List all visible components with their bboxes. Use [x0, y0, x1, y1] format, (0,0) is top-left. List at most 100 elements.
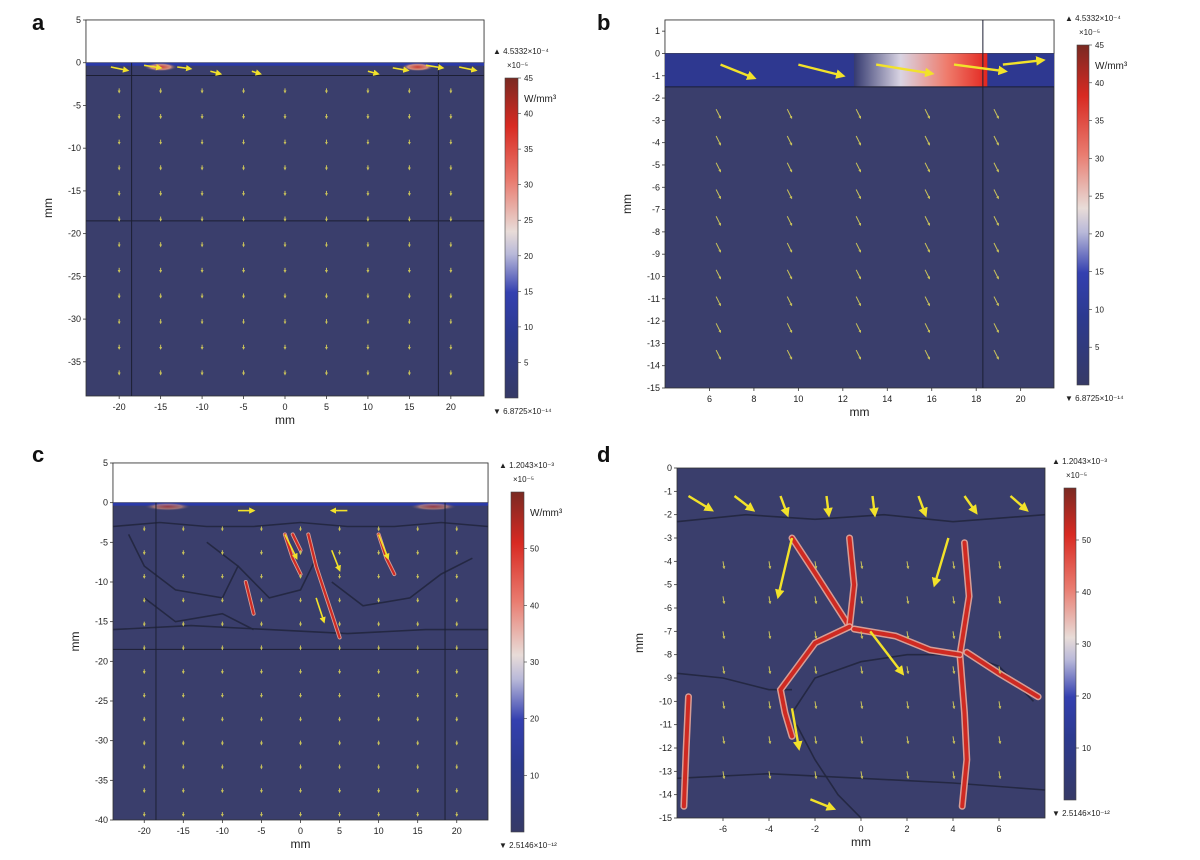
y-tick-label: 1 [655, 26, 660, 36]
flux-arrow-small [924, 135, 930, 146]
colorbar-tick-label: 10 [530, 771, 539, 780]
x-tick-label: -4 [765, 824, 773, 834]
flux-arrow-small [814, 736, 818, 745]
flux-arrow [869, 495, 879, 518]
colorbar-tick-label: 30 [1095, 154, 1104, 163]
flux-arrow-small [998, 736, 1002, 745]
x-tick-label: -5 [257, 826, 265, 836]
air-region [664, 19, 1055, 54]
flux-arrow-small [814, 666, 818, 675]
colorbar-tick-label: 20 [524, 252, 533, 261]
heat-vein [847, 536, 857, 629]
colorbar-max-label: ▲ 4.5332×10⁻⁴ [493, 47, 549, 56]
x-tick-label: 14 [882, 394, 892, 404]
flux-arrow-small [952, 736, 956, 745]
flux-arrow-small [786, 242, 793, 253]
y-tick-label: -20 [68, 229, 81, 239]
flux-arrow-small [855, 296, 862, 307]
flux-arrow-small [952, 631, 956, 640]
colorbar [504, 77, 519, 399]
flux-arrow [963, 495, 978, 515]
flux-arrow-small [715, 135, 722, 146]
flux-arrow-small [952, 771, 956, 780]
flux-arrow-small [998, 631, 1002, 640]
flux-arrow-small [998, 596, 1002, 605]
x-axis-label: mm [291, 837, 311, 851]
x-tick-label: 0 [858, 824, 863, 834]
flux-arrow-small [786, 349, 793, 360]
panel-a: a -20 -15 -10 -5 0 5 10 15 20 5 0 -5 -10 -15 -20 -25 -30 -… [32, 10, 557, 427]
flux-arrow-small [998, 561, 1002, 570]
flux-arrow-small [715, 216, 722, 226]
flux-arrow-small [786, 323, 793, 334]
flux-arrow-small [993, 323, 999, 334]
flux-arrow-small [768, 631, 772, 640]
y-tick-label: -6 [664, 603, 672, 613]
colorbar-min-label: ▼ 2.5146×10⁻¹² [499, 841, 557, 850]
panel-d: d -6 -4 -2 0 2 4 6 0 -1 -2 -3 -4 -5 -6 -7 -8 -9 -10 -11 -12 -… [597, 442, 1110, 849]
flux-arrow-small [722, 631, 726, 640]
x-tick-label: 8 [751, 394, 756, 404]
flux-arrow-small [993, 269, 999, 280]
colorbar-tick-label: 35 [1095, 117, 1104, 126]
x-tick-label: 10 [363, 402, 373, 412]
flux-arrow [790, 708, 803, 751]
y-tick-label: -7 [652, 205, 660, 215]
flux-arrow-small [715, 189, 722, 200]
y-tick-label: -10 [68, 143, 81, 153]
flux-arrow-small [855, 216, 862, 226]
x-tick-label: 6 [707, 394, 712, 404]
flux-arrow-small [855, 323, 862, 334]
colorbar-tick-label: 40 [530, 601, 539, 610]
y-axis-label: mm [632, 633, 646, 653]
x-tick-label: -20 [113, 402, 126, 412]
colorbar [1063, 487, 1077, 801]
flux-arrow-small [906, 561, 910, 570]
colorbar-scale-label: ×10⁻⁵ [507, 61, 528, 70]
flux-arrow-small [814, 701, 818, 710]
flux-arrow-small [993, 349, 999, 360]
y-tick-label: -14 [659, 790, 672, 800]
flux-arrow-small [952, 701, 956, 710]
y-tick-label: -2 [664, 510, 672, 520]
y-axis-label: mm [41, 198, 55, 218]
x-axis-label: mm [850, 405, 870, 419]
y-tick-label: -14 [647, 361, 660, 371]
hotspot [144, 502, 192, 511]
colorbar-tick-label: 25 [1095, 192, 1104, 201]
colorbar-tick-label: 35 [524, 145, 533, 154]
flux-arrow [953, 63, 1008, 76]
flux-arrow-small [860, 666, 864, 675]
colorbar-tick-label: 15 [1095, 268, 1104, 277]
hotspot [144, 62, 178, 72]
x-tick-label: -10 [196, 402, 209, 412]
plot-area [85, 19, 485, 397]
y-tick-label: -6 [652, 182, 660, 192]
y-tick-label: 5 [103, 458, 108, 468]
colorbar-scale-label: ×10⁻⁵ [513, 475, 534, 484]
flux-arrow-small [722, 596, 726, 605]
panel-b: b6 8 10 12 14 16 18 2010-1-2-3-4-5-6-7-8-9-10-1… [597, 10, 1128, 419]
flux-arrow-small [855, 349, 862, 360]
flux-arrow [110, 66, 130, 73]
flux-arrow-small [993, 135, 999, 146]
colorbar-unit: W/mm³ [530, 508, 563, 519]
panel-letter: c [32, 442, 44, 467]
flux-arrow-small [722, 561, 726, 570]
flux-arrow [917, 495, 928, 518]
flux-arrow-small [998, 666, 1002, 675]
gradient-band [853, 53, 988, 87]
y-tick-label: -4 [664, 556, 672, 566]
flux-arrow-small [814, 561, 818, 570]
flux-arrow-small [786, 108, 793, 119]
flux-arrow-small [906, 771, 910, 780]
x-tick-label: -10 [216, 826, 229, 836]
flux-arrow-small [924, 323, 930, 334]
y-tick-label: 5 [76, 15, 81, 25]
colorbar-unit: W/mm³ [524, 94, 557, 105]
flux-arrow-small [993, 108, 999, 119]
flux-arrow-small [768, 596, 772, 605]
colorbar [1076, 44, 1090, 386]
flux-arrow-small [768, 561, 772, 570]
flux-arrow-small [768, 771, 772, 780]
